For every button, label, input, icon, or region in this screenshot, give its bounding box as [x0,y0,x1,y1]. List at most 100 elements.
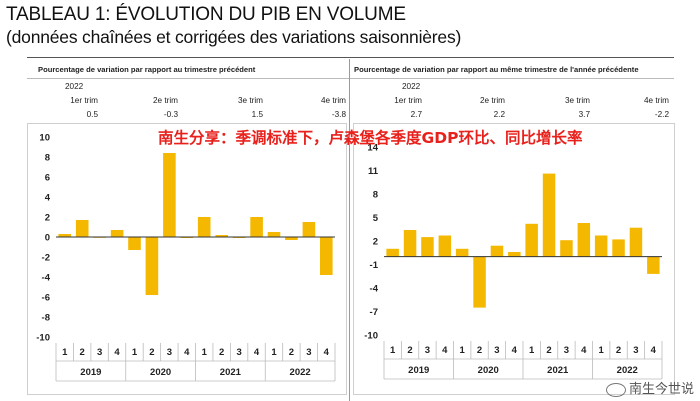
right-q4-label: 4e trim [643,96,669,105]
right-xtick-label-8: 1 [529,345,535,356]
left-xtick-label-6: 3 [167,347,172,358]
right-xtick-label-6: 3 [494,345,499,356]
left-q2-value: -0.3 [163,110,178,119]
right-xtick-label-11: 4 [581,345,587,356]
right-xtick-label-9: 2 [546,345,551,356]
left-year-label-1: 2020 [150,367,171,378]
left-xtick-label-7: 4 [184,347,190,358]
right-ytick-label-8: -10 [364,331,378,342]
left-q4-value: -3.8 [331,110,346,119]
right-xtick-label-5: 2 [477,345,482,356]
left-table-year: 2022 [65,82,84,91]
left-chart-panel: 10 8 6 4 2 0 -2 -4 -6 -8 -10 1 2 3 4 1 2 3 4 1 2 3 4 1 2 3 4 2019 20… [27,123,347,395]
left-ytick-label-5: 0 [45,233,50,244]
left-ytick-label-4: 2 [45,213,50,224]
right-xtick-label-4: 1 [460,345,466,356]
left-ytick-label-7: -4 [42,273,51,284]
right-xtick-label-0: 1 [390,345,396,356]
left-ytick-label-6: -2 [42,253,50,264]
left-ytick-label-3: 4 [45,193,51,204]
left-year-label-3: 2022 [290,367,311,378]
left-bar-1 [75,220,89,237]
title-line-1: TABLEAU 1: ÉVOLUTION DU PIB EN VOLUME [6,4,406,25]
left-xtick-label-14: 3 [306,347,311,358]
right-bar-12 [594,235,608,257]
right-year-label-2: 2021 [547,365,569,376]
right-q2-value: 2.2 [493,110,505,119]
right-xtick-label-14: 3 [633,345,638,356]
left-ytick-label-2: 6 [45,173,50,184]
left-q4-label: 4e trim [320,96,346,105]
left-xtick-label-4: 1 [132,347,138,358]
left-q3-label: 3e trim [237,96,263,105]
right-ytick-label-7: -7 [370,307,378,318]
left-year-label-2: 2021 [220,367,242,378]
left-xtick-label-2: 3 [97,347,102,358]
left-table-header: Pourcentage de variation par rapport au … [38,65,256,74]
right-table-header: Pourcentage de variation par rapport au … [354,65,639,74]
right-xtick-label-10: 3 [564,345,569,356]
right-bar-6 [490,245,504,257]
right-header-rule [350,78,674,79]
left-bar-15 [320,237,333,275]
right-table-year: 2022 [402,82,421,91]
left-bar-13 [285,237,298,240]
right-bar-11 [577,223,591,257]
left-bar-4 [128,237,141,250]
left-q2-label: 2e trim [152,96,178,105]
left-xtick-label-8: 1 [202,347,208,358]
left-ytick-label-0: 10 [39,133,50,144]
left-xtick-label-15: 4 [324,347,330,358]
top-rule [27,57,674,58]
right-q3-value: 3.7 [578,110,590,119]
left-xtick-label-12: 1 [271,347,277,358]
left-q1-value: 0.5 [86,110,98,119]
title-line-2: (données chaînées et corrigées des varia… [6,27,462,47]
right-bar-9 [542,173,556,257]
left-bar-12 [267,232,281,237]
panel-separator [349,59,350,401]
left-xtick-label-11: 4 [254,347,260,358]
left-q1-label: 1er trim [70,96,98,105]
left-bar-6 [163,153,176,237]
right-q3-label: 3e trim [564,96,590,105]
right-bar-4 [455,248,469,257]
right-ytick-label-0: 14 [367,143,378,154]
left-xtick-label-9: 2 [219,347,224,358]
right-bar-7 [508,252,521,257]
left-bar-8 [197,217,211,237]
right-ytick-label-4: 2 [373,237,378,248]
right-ytick-label-2: 8 [373,190,378,201]
right-bar-3 [438,235,452,257]
left-xtick-label-3: 4 [114,347,120,358]
left-xtick-label-5: 2 [149,347,154,358]
right-bar-5 [473,256,486,308]
right-q4-value: -2.2 [654,110,669,119]
right-bar-13 [612,239,625,257]
watermark: 南生今世说 [605,378,694,397]
right-bar-8 [525,223,538,257]
right-xtick-label-15: 4 [651,345,657,356]
page-title: TABLEAU 1: ÉVOLUTION DU PIB EN VOLUME (d… [6,4,461,48]
left-xtick-label-13: 2 [289,347,294,358]
right-q1-value: 2.7 [410,110,422,119]
right-bar-14 [629,227,643,257]
watermark-text: 南生今世说 [628,382,694,397]
right-year-label-3: 2022 [617,365,638,376]
left-ytick-label-1: 8 [45,153,50,164]
right-xtick-label-12: 1 [599,345,605,356]
left-bar-9 [215,235,228,237]
left-q3-value: 1.5 [251,110,263,119]
right-xtick-label-3: 4 [442,345,448,356]
right-ytick-label-5: -1 [370,260,379,271]
right-chart-panel: 14 11 8 5 2 -1 -4 -7 -10 1 2 3 4 1 2 3 4 1 2 3 4 1 2 3 4 2019 2020… [353,123,675,395]
right-xtick-label-7: 4 [512,345,518,356]
left-bar-14 [302,222,316,237]
left-bar-3 [110,230,124,237]
wechat-logo-icon [605,382,626,397]
right-ytick-label-1: 11 [368,166,379,177]
right-summary-table: 2022 1er trim 2e trim 3e trim 4e trim 2.… [350,82,672,122]
left-bar-11 [250,217,263,237]
right-bar-10 [560,240,573,257]
